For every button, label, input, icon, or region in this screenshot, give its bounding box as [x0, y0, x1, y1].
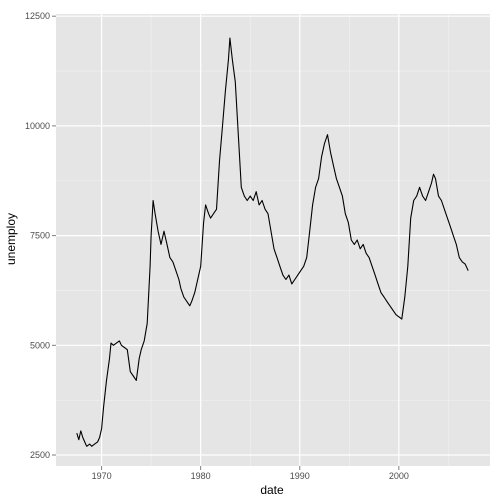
y-tick-label: 7500 [30, 231, 50, 241]
y-axis-title: unemploy [4, 213, 18, 265]
x-axis: 1970 1980 1990 2000 [92, 466, 409, 481]
major-gridlines [56, 14, 490, 466]
y-tick-label: 2500 [30, 450, 50, 460]
x-tick-label: 2000 [389, 471, 409, 481]
x-tick-label: 1970 [92, 471, 112, 481]
y-tick-label: 12500 [25, 11, 50, 21]
series-line [76, 37, 469, 447]
series-group [76, 37, 469, 447]
y-tick-label: 5000 [30, 340, 50, 350]
y-tick-label: 10000 [25, 121, 50, 131]
x-tick-label: 1980 [191, 471, 211, 481]
x-axis-title: date [260, 483, 284, 497]
minor-gridlines [56, 14, 490, 466]
y-axis: 2500 5000 7500 10000 12500 [25, 11, 56, 460]
x-tick-label: 1990 [290, 471, 310, 481]
